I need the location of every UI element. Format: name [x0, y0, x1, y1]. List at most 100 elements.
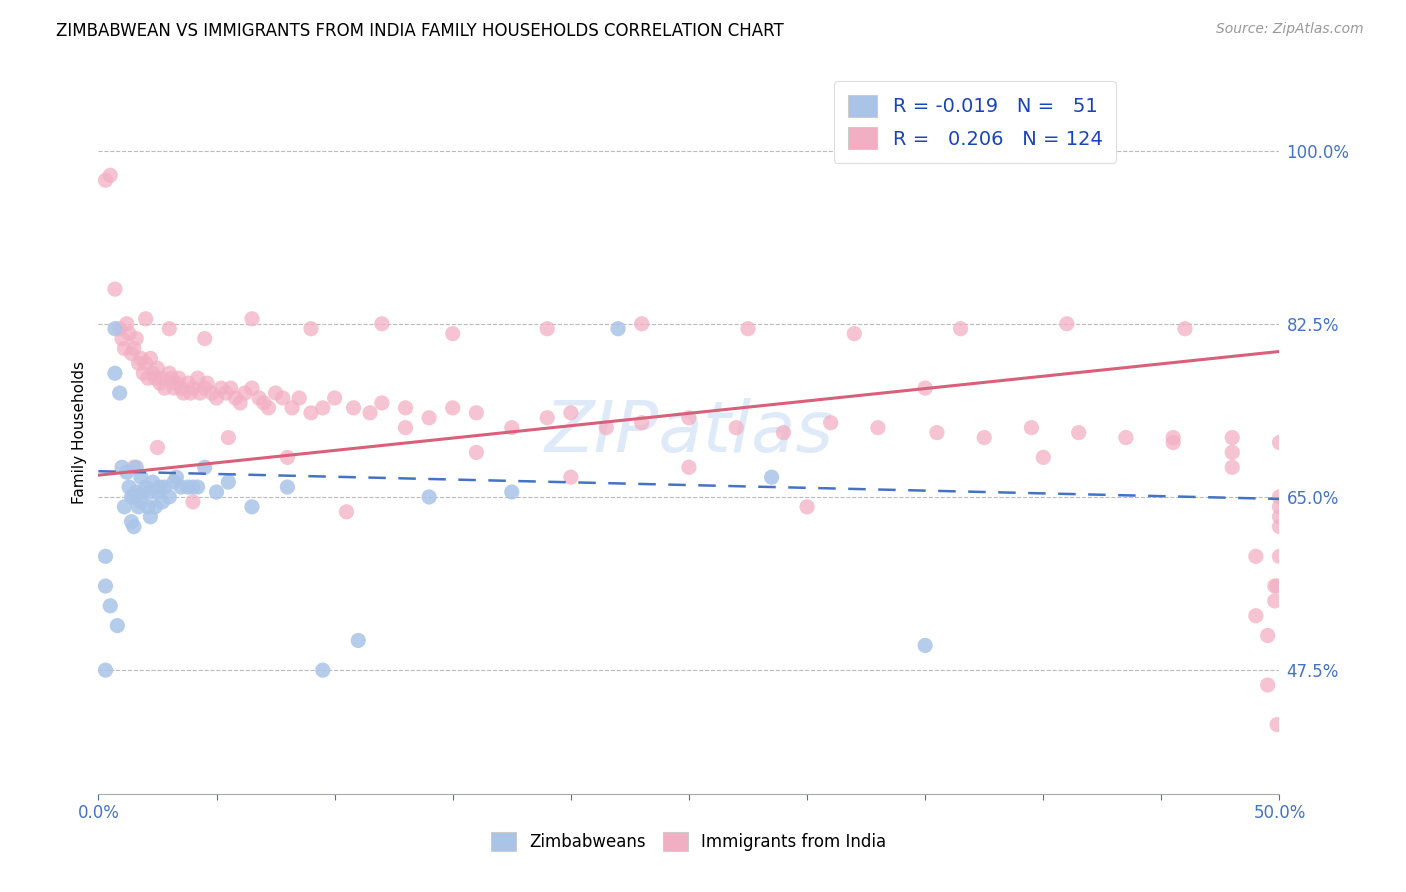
Point: [1021, 420, 1043, 434]
Point: [205, 391, 228, 405]
Point: [121, 515, 143, 529]
Point: [128, 356, 150, 370]
Point: [630, 317, 652, 331]
Point: [271, 391, 294, 405]
Point: [125, 485, 148, 500]
Point: [170, 381, 193, 395]
Point: [441, 326, 464, 341]
Point: [104, 321, 127, 335]
Point: [678, 460, 700, 475]
Point: [371, 317, 394, 331]
Point: [1268, 549, 1291, 564]
Point: [1268, 519, 1291, 533]
Point: [1264, 594, 1286, 608]
Legend: Zimbabweans, Immigrants from India: Zimbabweans, Immigrants from India: [485, 825, 893, 858]
Point: [1265, 579, 1288, 593]
Point: [146, 441, 169, 455]
Point: [187, 371, 209, 385]
Point: [122, 490, 145, 504]
Point: [98, 169, 121, 183]
Point: [143, 371, 166, 385]
Point: [111, 332, 134, 346]
Point: [104, 282, 127, 296]
Point: [247, 391, 270, 405]
Point: [112, 500, 135, 514]
Point: [167, 371, 190, 385]
Point: [418, 490, 440, 504]
Point: [181, 495, 204, 509]
Point: [118, 326, 141, 341]
Point: [139, 509, 162, 524]
Point: [153, 480, 176, 494]
Point: [342, 401, 364, 415]
Point: [115, 465, 138, 479]
Point: [125, 332, 148, 346]
Point: [165, 376, 187, 391]
Point: [108, 321, 131, 335]
Point: [163, 475, 186, 489]
Point: [1161, 435, 1184, 450]
Point: [194, 381, 217, 395]
Point: [94, 549, 117, 564]
Point: [1257, 678, 1279, 692]
Point: [595, 420, 617, 434]
Point: [165, 470, 187, 484]
Point: [188, 386, 211, 401]
Point: [536, 321, 558, 335]
Point: [132, 485, 155, 500]
Point: [1268, 509, 1291, 524]
Point: [104, 366, 127, 380]
Point: [240, 311, 263, 326]
Point: [281, 401, 304, 415]
Point: [1220, 445, 1243, 459]
Point: [560, 470, 582, 484]
Point: [135, 311, 157, 326]
Point: [105, 618, 128, 632]
Point: [359, 406, 381, 420]
Point: [335, 505, 357, 519]
Point: [153, 381, 176, 395]
Point: [122, 342, 145, 356]
Point: [194, 460, 217, 475]
Point: [170, 480, 193, 494]
Point: [136, 500, 159, 514]
Point: [112, 342, 135, 356]
Point: [217, 431, 239, 445]
Point: [219, 381, 242, 395]
Point: [195, 376, 218, 391]
Point: [187, 480, 209, 494]
Point: [276, 450, 298, 465]
Point: [157, 321, 180, 335]
Point: [737, 321, 759, 335]
Point: [312, 663, 335, 677]
Point: [560, 406, 582, 420]
Point: [465, 406, 488, 420]
Text: ZIMBABWEAN VS IMMIGRANTS FROM INDIA FAMILY HOUSEHOLDS CORRELATION CHART: ZIMBABWEAN VS IMMIGRANTS FROM INDIA FAMI…: [56, 22, 785, 40]
Point: [1032, 450, 1054, 465]
Point: [240, 381, 263, 395]
Point: [1244, 549, 1267, 564]
Point: [201, 386, 224, 401]
Point: [371, 396, 394, 410]
Point: [160, 371, 183, 385]
Point: [121, 346, 143, 360]
Point: [139, 351, 162, 366]
Point: [194, 332, 217, 346]
Point: [418, 410, 440, 425]
Point: [925, 425, 948, 440]
Point: [149, 480, 172, 494]
Point: [1161, 431, 1184, 445]
Point: [129, 351, 152, 366]
Point: [253, 396, 276, 410]
Point: [323, 391, 346, 405]
Point: [761, 470, 783, 484]
Point: [177, 376, 200, 391]
Point: [136, 371, 159, 385]
Point: [94, 579, 117, 593]
Point: [288, 391, 311, 405]
Point: [949, 321, 972, 335]
Point: [118, 480, 141, 494]
Point: [129, 495, 152, 509]
Point: [135, 356, 157, 370]
Point: [394, 420, 416, 434]
